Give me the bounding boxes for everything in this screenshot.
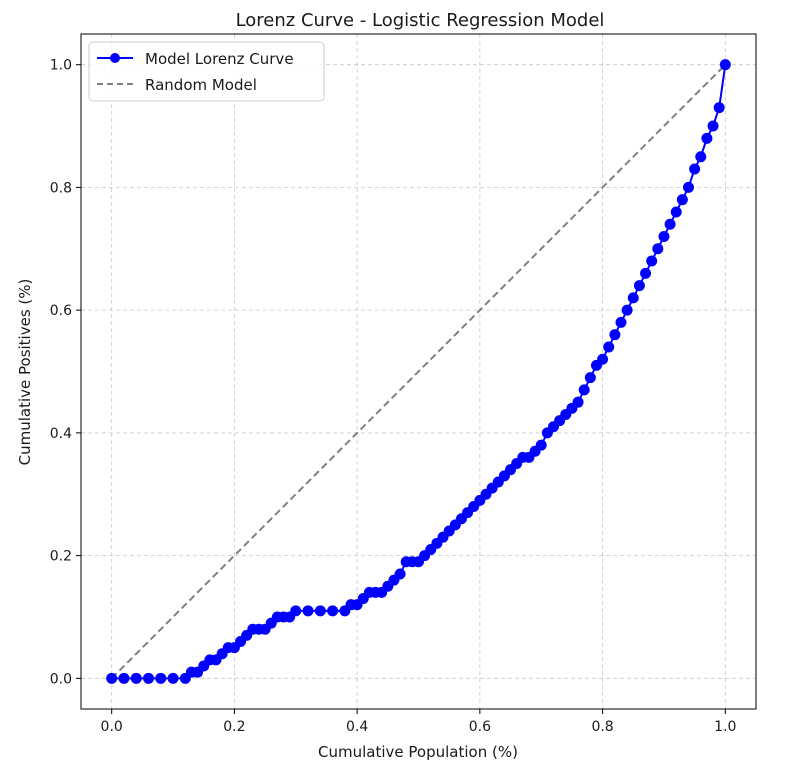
random-model-series [110,63,727,680]
model-lorenz-point [640,267,652,279]
model-lorenz-point [394,568,406,580]
legend-box [88,41,325,102]
x-axis-ticks: 0.0 0.2 0.4 0.6 0.8 1.0 [101,709,736,735]
plot-frame [80,33,757,710]
legend-random-label: Random Model [145,76,257,94]
x-tick-label: 0.4 [346,719,368,735]
x-tick-label: 0.0 [101,719,123,735]
model-lorenz-point [621,304,633,316]
model-lorenz-point [603,341,615,353]
model-lorenz-point [143,672,154,684]
model-lorenz-point [597,353,609,365]
y-axis-label: Cumulative Positives (%) [16,279,34,466]
model-lorenz-point [118,672,130,684]
model-lorenz-point [327,605,339,617]
chart-title: Lorenz Curve - Logistic Regression Model [236,10,605,31]
model-lorenz-point [314,605,326,617]
model-lorenz-point [167,672,179,684]
model-lorenz-point [584,372,596,384]
model-lorenz-point [701,132,713,144]
y-tick-label: 0.6 [50,303,72,319]
legend-model-marker [110,53,120,63]
legend-model-label: Model Lorenz Curve [145,50,294,68]
model-lorenz-point [676,194,688,206]
model-lorenz-series [106,59,731,684]
model-lorenz-point [290,605,302,617]
legend: Model Lorenz Curve Random Model [88,41,325,102]
model-lorenz-point [670,206,682,218]
model-lorenz-point [719,59,731,71]
x-axis-label: Cumulative Population (%) [318,743,518,761]
x-tick-label: 1.0 [714,719,736,735]
model-lorenz-point [713,102,725,114]
y-tick-label: 0.4 [50,426,72,442]
model-lorenz-point [658,231,670,242]
model-lorenz-point [695,151,707,163]
random-model-line [110,63,727,680]
y-tick-label: 0.8 [50,180,72,196]
model-lorenz-point [535,439,547,451]
model-lorenz-point [646,255,658,267]
model-lorenz-point [627,292,639,304]
model-lorenz-point [615,316,627,328]
model-lorenz-point [689,163,701,175]
x-tick-label: 0.2 [223,719,245,735]
model-lorenz-point [664,218,676,230]
model-lorenz-point [578,384,590,396]
y-tick-label: 0.2 [50,549,72,565]
x-tick-label: 0.6 [469,719,491,735]
y-tick-label: 1.0 [50,58,72,74]
x-tick-label: 0.8 [591,719,613,735]
model-lorenz-point [302,605,314,617]
model-lorenz-point [106,672,118,684]
model-lorenz-point [707,120,719,132]
y-tick-label: 0.0 [50,671,72,687]
model-lorenz-point [572,396,584,408]
model-lorenz-point [609,329,621,341]
model-lorenz-point [155,672,167,684]
model-lorenz-point [130,672,142,684]
y-axis-ticks: 0.0 0.2 0.4 0.6 0.8 1.0 [50,58,81,687]
model-lorenz-point [633,280,645,292]
model-lorenz-point [652,243,664,255]
model-lorenz-point [683,181,694,193]
